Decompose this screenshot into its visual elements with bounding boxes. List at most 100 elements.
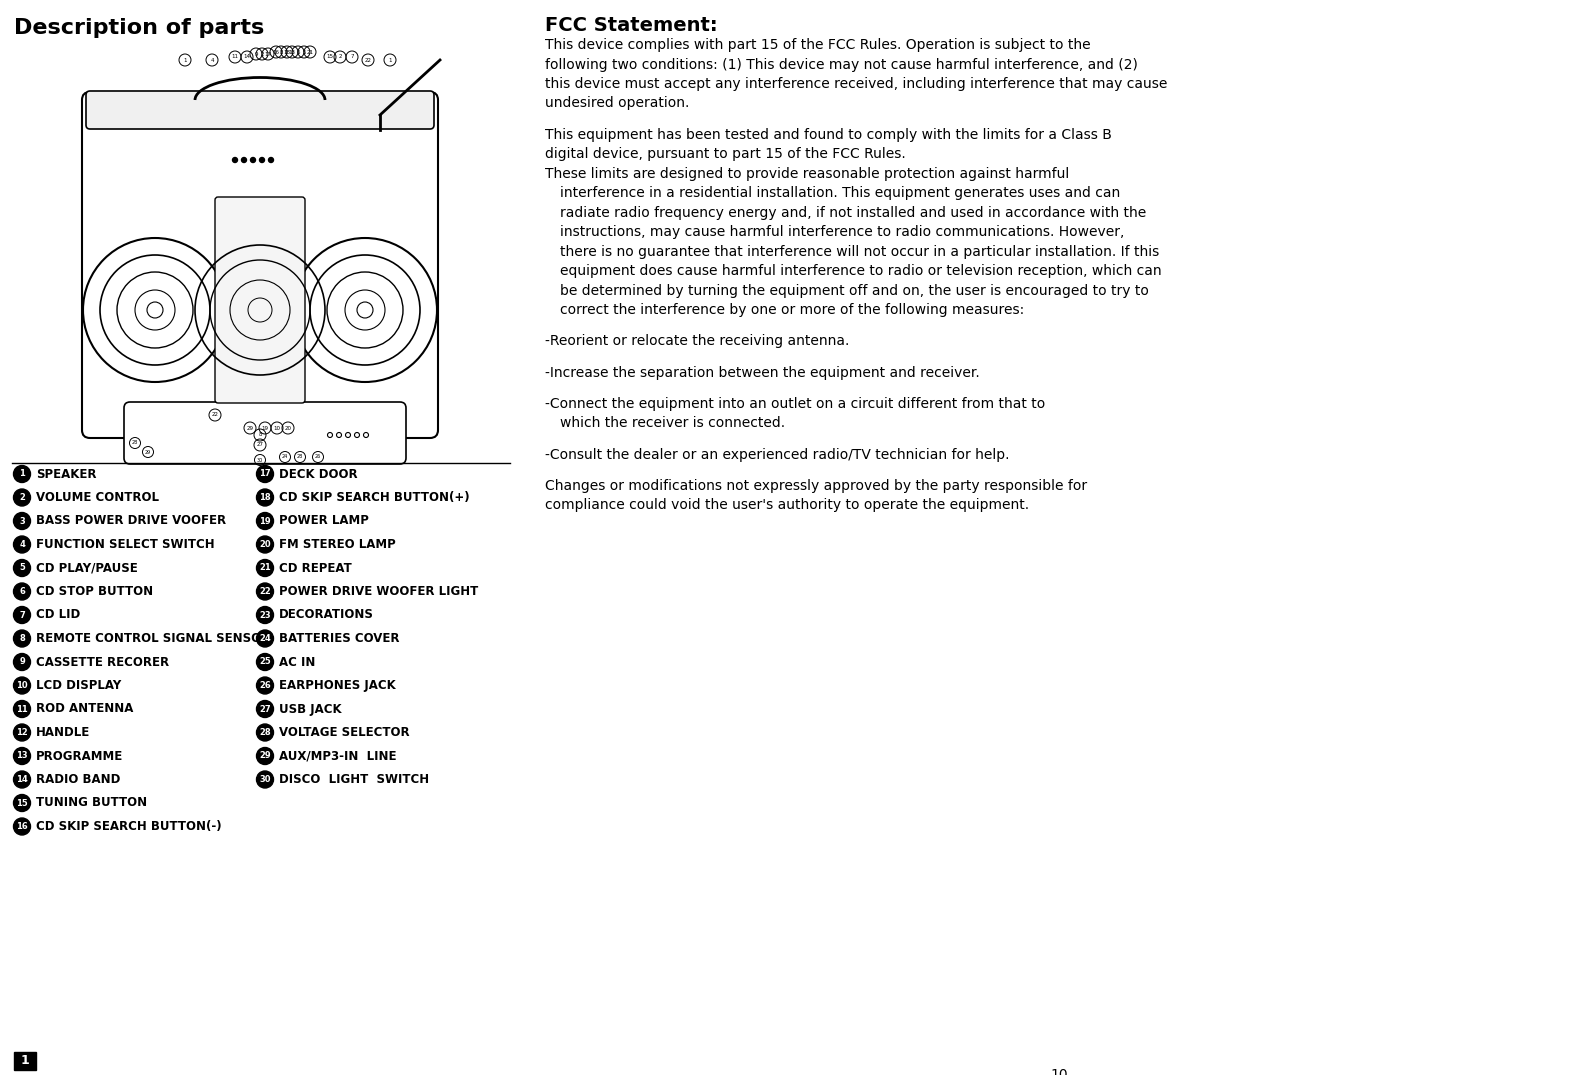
Text: CD LID: CD LID bbox=[36, 608, 80, 621]
Text: TUNING BUTTON: TUNING BUTTON bbox=[36, 797, 147, 809]
Text: -Reorient or relocate the receiving antenna.: -Reorient or relocate the receiving ante… bbox=[544, 334, 849, 348]
Text: radiate radio frequency energy and, if not installed and used in accordance with: radiate radio frequency energy and, if n… bbox=[560, 205, 1147, 219]
Circle shape bbox=[14, 818, 30, 835]
Text: 28: 28 bbox=[132, 441, 138, 445]
Text: 6: 6 bbox=[297, 49, 300, 55]
Text: CD REPEAT: CD REPEAT bbox=[279, 561, 351, 574]
Circle shape bbox=[256, 723, 273, 741]
Text: POWER LAMP: POWER LAMP bbox=[279, 515, 369, 528]
Text: 17: 17 bbox=[265, 52, 271, 57]
Text: following two conditions: (1) This device may not cause harmful interference, an: following two conditions: (1) This devic… bbox=[544, 57, 1138, 72]
Circle shape bbox=[14, 723, 30, 741]
Text: 1: 1 bbox=[20, 1055, 30, 1067]
Text: 15: 15 bbox=[326, 55, 334, 59]
Text: 20: 20 bbox=[284, 426, 292, 430]
Bar bbox=[14, 1052, 36, 1070]
Text: 18: 18 bbox=[259, 493, 271, 502]
Text: which the receiver is connected.: which the receiver is connected. bbox=[560, 416, 784, 430]
Circle shape bbox=[14, 465, 30, 483]
Text: 16: 16 bbox=[16, 822, 28, 831]
Circle shape bbox=[256, 536, 273, 553]
Text: there is no guarantee that interference will not occur in a particular installat: there is no guarantee that interference … bbox=[560, 245, 1159, 259]
Text: 30: 30 bbox=[257, 458, 264, 462]
Circle shape bbox=[14, 630, 30, 647]
Text: Changes or modifications not expressly approved by the party responsible for: Changes or modifications not expressly a… bbox=[544, 478, 1087, 492]
Circle shape bbox=[14, 559, 30, 576]
FancyBboxPatch shape bbox=[215, 197, 304, 403]
Text: compliance could void the user's authority to operate the equipment.: compliance could void the user's authori… bbox=[544, 498, 1029, 512]
Text: CD SKIP SEARCH BUTTON(+): CD SKIP SEARCH BUTTON(+) bbox=[279, 491, 469, 504]
Text: 29: 29 bbox=[246, 426, 254, 430]
Text: 11: 11 bbox=[232, 55, 238, 59]
Text: correct the interference by one or more of the following measures:: correct the interference by one or more … bbox=[560, 303, 1025, 317]
Circle shape bbox=[251, 158, 256, 162]
Text: CASSETTE RECORER: CASSETTE RECORER bbox=[36, 656, 169, 669]
Text: 22: 22 bbox=[364, 57, 372, 62]
Text: undesired operation.: undesired operation. bbox=[544, 97, 689, 111]
Circle shape bbox=[256, 559, 273, 576]
Text: 28: 28 bbox=[259, 728, 271, 737]
Text: LCD DISPLAY: LCD DISPLAY bbox=[36, 679, 121, 692]
Text: FCC Statement:: FCC Statement: bbox=[544, 16, 717, 35]
Text: 9: 9 bbox=[254, 52, 257, 57]
Text: 14: 14 bbox=[243, 55, 251, 59]
Text: PROGRAMME: PROGRAMME bbox=[36, 749, 124, 762]
Circle shape bbox=[256, 513, 273, 530]
Text: 27: 27 bbox=[256, 443, 264, 447]
Text: 30: 30 bbox=[259, 775, 271, 784]
Text: 18: 18 bbox=[284, 49, 290, 55]
Circle shape bbox=[256, 747, 273, 764]
Circle shape bbox=[14, 513, 30, 530]
Text: 21: 21 bbox=[306, 49, 314, 55]
Text: 24: 24 bbox=[282, 455, 289, 459]
Circle shape bbox=[232, 158, 237, 162]
Circle shape bbox=[14, 771, 30, 788]
Text: 26: 26 bbox=[259, 680, 271, 690]
Text: equipment does cause harmful interference to radio or television reception, whic: equipment does cause harmful interferenc… bbox=[560, 264, 1161, 278]
Text: -Consult the dealer or an experienced radio/TV technician for help.: -Consult the dealer or an experienced ra… bbox=[544, 447, 1009, 461]
Text: 7: 7 bbox=[350, 55, 353, 59]
Circle shape bbox=[14, 489, 30, 506]
Text: 13: 13 bbox=[16, 751, 28, 760]
Text: 10: 10 bbox=[273, 426, 281, 430]
Text: 20: 20 bbox=[259, 540, 271, 549]
Text: DECK DOOR: DECK DOOR bbox=[279, 468, 358, 481]
Text: ROD ANTENNA: ROD ANTENNA bbox=[36, 702, 133, 716]
Text: RADIO BAND: RADIO BAND bbox=[36, 773, 121, 786]
Text: DISCO  LIGHT  SWITCH: DISCO LIGHT SWITCH bbox=[279, 773, 430, 786]
Text: 26: 26 bbox=[315, 455, 322, 459]
Text: 11: 11 bbox=[16, 704, 28, 714]
Text: -Connect the equipment into an outlet on a circuit different from that to: -Connect the equipment into an outlet on… bbox=[544, 397, 1045, 411]
Circle shape bbox=[14, 583, 30, 600]
Text: 10: 10 bbox=[16, 680, 28, 690]
Circle shape bbox=[256, 489, 273, 506]
Circle shape bbox=[14, 606, 30, 624]
Text: 10: 10 bbox=[1050, 1067, 1067, 1075]
Text: These limits are designed to provide reasonable protection against harmful: These limits are designed to provide rea… bbox=[544, 167, 1068, 181]
Text: AUX/MP3-IN  LINE: AUX/MP3-IN LINE bbox=[279, 749, 397, 762]
Text: -Increase the separation between the equipment and receiver.: -Increase the separation between the equ… bbox=[544, 366, 979, 379]
Text: be determined by turning the equipment off and on, the user is encouraged to try: be determined by turning the equipment o… bbox=[560, 284, 1149, 298]
Text: REMOTE CONTROL SIGNAL SENSOR: REMOTE CONTROL SIGNAL SENSOR bbox=[36, 632, 270, 645]
Text: 1: 1 bbox=[184, 57, 187, 62]
Text: 1: 1 bbox=[388, 57, 392, 62]
Text: 1: 1 bbox=[19, 470, 25, 478]
Text: BASS POWER DRIVE VOOFER: BASS POWER DRIVE VOOFER bbox=[36, 515, 226, 528]
Circle shape bbox=[14, 654, 30, 671]
Text: 14: 14 bbox=[16, 775, 28, 784]
Text: instructions, may cause harmful interference to radio communications. However,: instructions, may cause harmful interfer… bbox=[560, 225, 1125, 240]
Text: AC IN: AC IN bbox=[279, 656, 315, 669]
Text: HANDLE: HANDLE bbox=[36, 726, 91, 739]
Text: 22: 22 bbox=[212, 413, 218, 417]
Text: 29: 29 bbox=[144, 449, 151, 455]
Text: 6: 6 bbox=[19, 587, 25, 596]
Circle shape bbox=[256, 654, 273, 671]
Text: 29: 29 bbox=[259, 751, 271, 760]
Text: 16: 16 bbox=[273, 49, 279, 55]
FancyBboxPatch shape bbox=[86, 91, 435, 129]
Text: 24: 24 bbox=[259, 634, 271, 643]
Text: interference in a residential installation. This equipment generates uses and ca: interference in a residential installati… bbox=[560, 186, 1120, 200]
Text: 2: 2 bbox=[339, 55, 342, 59]
Text: 8: 8 bbox=[19, 634, 25, 643]
Text: 19: 19 bbox=[259, 516, 271, 526]
